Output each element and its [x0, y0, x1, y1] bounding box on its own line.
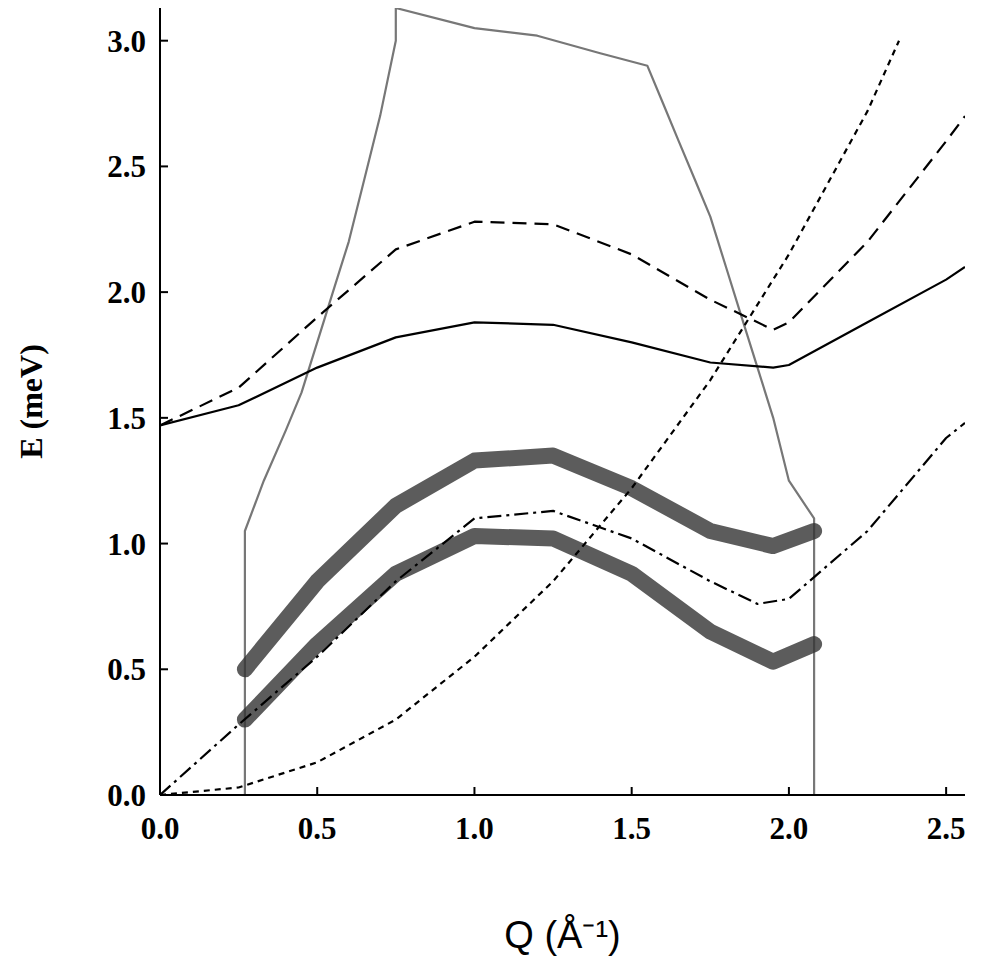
- x-tick: [788, 787, 790, 795]
- intensity-band: [245, 536, 814, 720]
- y-tick: [160, 668, 168, 670]
- x-tick: [945, 787, 947, 795]
- x-tick: [473, 787, 475, 795]
- x-axis-title: Q (Å⁻¹): [504, 913, 620, 956]
- y-tick-label: 3.0: [107, 24, 146, 59]
- x-axis: [160, 794, 965, 796]
- y-tick: [160, 291, 168, 293]
- curve: [160, 423, 965, 795]
- y-tick-label: 1.0: [107, 527, 146, 562]
- curve: [160, 267, 965, 425]
- y-tick: [160, 417, 168, 419]
- x-tick: [316, 787, 318, 795]
- chart: 0.0 0.5 1.0 1.5 2.0 2.5 0.0 0.5 1.0 1.5 2.0 2.5 3.0 Q…: [0, 0, 1005, 973]
- y-tick-label: 2.5: [107, 149, 146, 184]
- x-tick: [631, 787, 633, 795]
- x-tick-label: 1.5: [612, 811, 651, 846]
- y-tick: [160, 794, 168, 796]
- y-tick-label: 0.0: [107, 778, 146, 813]
- y-tick: [160, 165, 168, 167]
- curve: [160, 116, 965, 425]
- x-tick-label: 2.5: [927, 811, 966, 846]
- x-tick-label: 1.0: [455, 811, 494, 846]
- y-tick-label: 1.5: [107, 401, 146, 436]
- y-tick: [160, 543, 168, 545]
- y-tick-label: 2.0: [107, 275, 146, 310]
- x-tick-label: 0.5: [298, 811, 337, 846]
- plot-area: [160, 8, 965, 795]
- y-tick: [160, 40, 168, 42]
- curve: [245, 8, 814, 795]
- y-axis: [159, 8, 161, 795]
- y-axis-title: E (meV): [13, 344, 49, 459]
- x-tick-label: 2.0: [770, 811, 809, 846]
- y-tick-label: 0.5: [107, 652, 146, 687]
- x-tick-label: 0.0: [141, 811, 180, 846]
- curve: [160, 41, 899, 795]
- x-tick: [159, 787, 161, 795]
